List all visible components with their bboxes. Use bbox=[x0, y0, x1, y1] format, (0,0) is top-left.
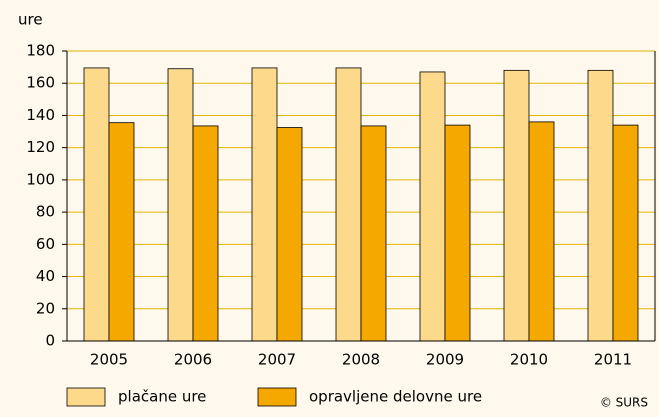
x-tick-label: 2010 bbox=[510, 351, 548, 369]
bar bbox=[192, 125, 219, 342]
bar bbox=[360, 125, 387, 342]
bar bbox=[587, 69, 614, 342]
y-tick-label: 160 bbox=[26, 74, 55, 92]
bar bbox=[276, 127, 303, 342]
bar bbox=[167, 68, 194, 342]
y-tick-label: 80 bbox=[36, 203, 55, 221]
y-tick-label: 100 bbox=[26, 170, 55, 188]
y-axis-label: ure bbox=[18, 11, 43, 29]
x-tick-label: 2007 bbox=[258, 351, 296, 369]
x-tick-label: 2009 bbox=[426, 351, 464, 369]
x-tick-label: 2006 bbox=[174, 351, 212, 369]
x-tick-label: 2008 bbox=[342, 351, 380, 369]
y-tick-label: 0 bbox=[45, 332, 55, 350]
bar bbox=[83, 67, 110, 342]
bar bbox=[444, 124, 471, 342]
bar bbox=[528, 121, 555, 342]
y-tick-label: 120 bbox=[26, 138, 55, 156]
y-tick-label: 140 bbox=[26, 106, 55, 124]
legend-swatch bbox=[257, 387, 297, 407]
y-tick-label: 20 bbox=[36, 299, 55, 317]
bar bbox=[503, 69, 530, 342]
legend-label: opravljene delovne ure bbox=[309, 388, 482, 406]
y-tick-label: 60 bbox=[36, 235, 55, 253]
bar bbox=[251, 67, 278, 342]
source: © SURS bbox=[600, 396, 648, 410]
x-tick-label: 2011 bbox=[594, 351, 632, 369]
bar bbox=[108, 122, 135, 342]
x-tick-label: 2005 bbox=[90, 351, 128, 369]
y-tick-label: 40 bbox=[36, 267, 55, 285]
bar bbox=[612, 124, 639, 342]
bar bbox=[335, 67, 362, 342]
legend-label: plačane ure bbox=[118, 388, 206, 406]
bar bbox=[419, 71, 446, 342]
legend-swatch bbox=[66, 387, 106, 407]
y-tick-label: 180 bbox=[26, 42, 55, 60]
